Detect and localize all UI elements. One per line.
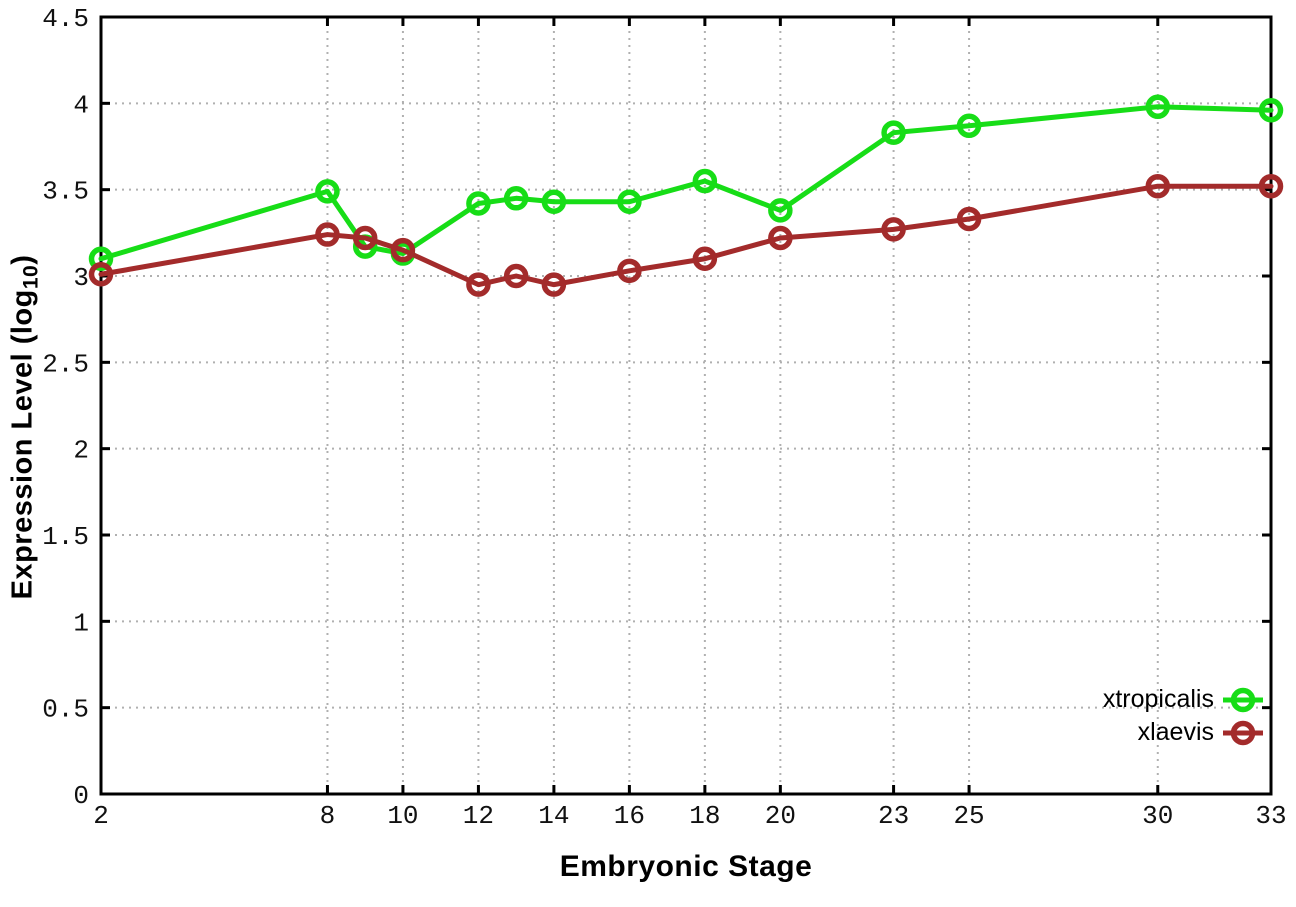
data-point-xlaevis-stage-8 — [315, 222, 340, 247]
x-tick-label: 25 — [953, 801, 984, 831]
data-point-xtropicalis-stage-16 — [617, 189, 642, 215]
legend-label-xtropicalis: xtropicalis — [1102, 685, 1214, 713]
y-tick-label: 0.5 — [42, 695, 89, 725]
data-point-xtropicalis-stage-8 — [315, 179, 340, 204]
data-point-xlaevis-stage-33 — [1258, 173, 1284, 199]
y-tick-label: 1.5 — [42, 522, 89, 552]
x-tick-label: 30 — [1142, 801, 1173, 831]
data-point-xtropicalis-stage-18 — [692, 168, 718, 194]
x-tick-label: 33 — [1255, 801, 1286, 831]
x-tick-label: 10 — [387, 801, 418, 831]
y-tick-label: 2.5 — [42, 349, 89, 379]
y-tick-label: 3 — [73, 263, 89, 293]
data-point-xtropicalis-stage-25 — [956, 113, 982, 139]
data-point-xlaevis-stage-23 — [881, 217, 906, 242]
series-xlaevis — [88, 173, 1284, 297]
data-point-xlaevis-stage-10 — [390, 237, 416, 263]
series-line-xtropicalis — [98, 104, 1274, 262]
y-axis-title-subscript: 10 — [19, 264, 43, 290]
line-point-marker-icon — [1223, 720, 1263, 745]
data-point-xlaevis-stage-2 — [88, 262, 114, 287]
axes-border — [99, 15, 1273, 796]
data-point-xlaevis-stage-9 — [352, 225, 378, 251]
y-tick-label: 0 — [73, 781, 89, 811]
data-point-xlaevis-stage-14 — [541, 272, 567, 297]
data-point-xtropicalis-stage-14 — [541, 189, 567, 215]
y-axis-title-suffix: ) — [6, 254, 39, 265]
series-line-xlaevis — [98, 183, 1274, 288]
x-tick-label: 18 — [689, 801, 720, 831]
y-axis-title-text: Expression Level (log — [6, 289, 39, 600]
x-tick-label: 23 — [878, 801, 909, 831]
line-point-marker-icon — [1223, 687, 1263, 712]
x-tick-label: 12 — [463, 801, 494, 831]
data-point-xtropicalis-stage-20 — [768, 198, 793, 223]
data-point-xtropicalis-stage-30 — [1145, 94, 1171, 120]
data-point-xlaevis-stage-18 — [692, 246, 718, 271]
data-point-xlaevis-stage-13 — [503, 263, 529, 289]
y-tick-label: 1 — [73, 608, 89, 638]
data-point-xtropicalis-stage-13 — [503, 186, 529, 211]
data-point-xtropicalis-stage-12 — [466, 191, 491, 216]
legend: xtropicalis xlaevis — [1103, 683, 1264, 749]
y-axis-title: Expression Level (log10) — [7, 255, 44, 600]
data-point-xtropicalis-stage-2 — [88, 246, 114, 271]
x-tick-label: 20 — [765, 801, 796, 831]
x-axis-title: Embryonic Stage — [559, 850, 813, 883]
data-point-xlaevis-stage-12 — [466, 272, 491, 297]
data-point-xtropicalis-stage-23 — [881, 120, 906, 145]
x-tick-label: 2 — [93, 801, 109, 831]
x-tick-label: 16 — [614, 801, 645, 831]
data-point-xlaevis-stage-20 — [768, 225, 793, 251]
legend-entry-xlaevis: xlaevis — [1103, 716, 1264, 749]
data-point-xlaevis-stage-30 — [1145, 173, 1171, 199]
x-tick-label: 8 — [320, 801, 336, 831]
y-tick-label: 4.5 — [42, 4, 89, 34]
data-point-xlaevis-stage-25 — [956, 206, 982, 232]
y-tick-label: 3.5 — [42, 177, 89, 207]
tick-labels: 2 8 10 12 14 16 18 20 23 25 30 33 0 0.5 1 1.5 2 2.5 3 3.5 4 4… — [42, 4, 1286, 831]
y-tick-label: 2 — [73, 436, 89, 466]
legend-label-xlaevis: xlaevis — [1137, 718, 1214, 746]
x-tick-label: 14 — [538, 801, 569, 831]
data-point-xlaevis-stage-16 — [617, 258, 642, 284]
legend-entry-xtropicalis: xtropicalis — [1103, 683, 1264, 716]
y-tick-label: 4 — [73, 90, 89, 120]
data-point-xtropicalis-stage-33 — [1258, 97, 1284, 123]
grid-lines — [101, 17, 1271, 794]
